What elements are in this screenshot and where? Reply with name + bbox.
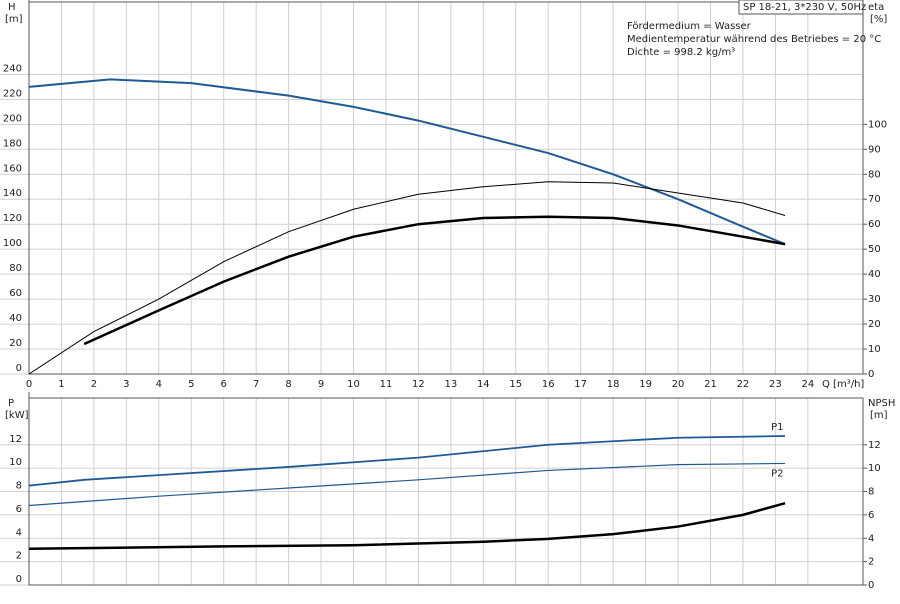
y2-axis-label: NPSH: [868, 398, 895, 409]
annotation: Dichte = 998.2 kg/m³: [627, 47, 735, 58]
y2-tick-label: 10: [868, 463, 881, 474]
y2-tick-label: 100: [868, 119, 887, 130]
y-tick-label: 6: [16, 504, 22, 515]
y2-tick-label: 2: [868, 557, 874, 568]
y-tick-label: 140: [3, 188, 22, 199]
y-tick-label: 100: [3, 238, 22, 249]
y-tick-label: 2: [16, 551, 22, 562]
x-tick-label: 5: [188, 379, 194, 390]
curve: [28, 501, 786, 551]
y2-tick-label: 80: [868, 169, 881, 180]
x-tick-label: 13: [445, 379, 458, 390]
curve: [83, 215, 786, 346]
x-tick-label: 11: [380, 379, 393, 390]
x-tick-label: 16: [542, 379, 555, 390]
y2-tick-label: 4: [868, 533, 874, 544]
y2-tick-label: 8: [868, 487, 874, 498]
x-tick-label: 15: [509, 379, 522, 390]
y2-tick-label: 0: [868, 580, 874, 591]
curve: [28, 181, 786, 375]
y2-tick-label: 6: [868, 510, 874, 521]
x-tick-label: 7: [253, 379, 259, 390]
y2-tick-label: 60: [868, 219, 881, 230]
x-tick-label: 12: [412, 379, 425, 390]
curve-label: P1: [771, 422, 783, 433]
x-tick-label: 3: [123, 379, 129, 390]
y2-tick-label: 30: [868, 294, 881, 305]
y-axis-unit: [kW]: [5, 410, 29, 421]
curve: [28, 435, 786, 487]
x-tick-label: 6: [221, 379, 227, 390]
y-tick-label: 8: [16, 481, 22, 492]
x-tick-label: 8: [285, 379, 291, 390]
y-tick-label: 60: [9, 288, 22, 299]
y-tick-label: 12: [9, 434, 22, 445]
y-tick-label: 200: [3, 113, 22, 124]
annotation: Medientemperatur während des Betriebes =…: [627, 34, 881, 45]
y-axis-label: P: [8, 398, 14, 409]
x-tick-label: 19: [639, 379, 652, 390]
x-tick-label: 0: [26, 379, 32, 390]
title-box: [738, 0, 864, 15]
x-tick-label: 20: [672, 379, 685, 390]
y-tick-label: 40: [9, 313, 22, 324]
y-tick-label: 120: [3, 213, 22, 224]
y2-tick-label: 70: [868, 194, 881, 205]
x-tick-label: 17: [574, 379, 587, 390]
x-tick-label: 4: [156, 379, 162, 390]
x-tick-label: 18: [607, 379, 620, 390]
y-tick-label: 160: [3, 163, 22, 174]
y-axis-unit: [m]: [5, 14, 23, 25]
x-tick-label: 2: [91, 379, 97, 390]
y2-tick-label: 20: [868, 319, 881, 330]
y-tick-label: 240: [3, 63, 22, 74]
x-tick-label: 1: [58, 379, 64, 390]
y2-tick-label: 90: [868, 144, 881, 155]
x-tick-label: 22: [737, 379, 750, 390]
x-tick-label: 10: [347, 379, 360, 390]
y-tick-label: 4: [16, 527, 22, 538]
y2-tick-label: 0: [868, 369, 874, 380]
y2-tick-label: 40: [868, 269, 881, 280]
curve: [28, 462, 786, 507]
y-tick-label: 180: [3, 138, 22, 149]
y-tick-label: 20: [9, 338, 22, 349]
y2-tick-label: 10: [868, 344, 881, 355]
y-tick-label: 0: [16, 574, 22, 585]
y-tick-label: 0: [16, 363, 22, 374]
y-tick-label: 220: [3, 88, 22, 99]
y2-axis-unit: [%]: [870, 14, 887, 25]
y2-tick-label: 50: [868, 244, 881, 255]
x-tick-label: 9: [318, 379, 324, 390]
y-axis-label: H: [8, 2, 16, 13]
x-axis-label: Q [m³/h]: [822, 379, 864, 390]
curve: [28, 78, 786, 246]
y2-tick-label: 12: [868, 440, 881, 451]
x-tick-label: 23: [769, 379, 782, 390]
x-tick-label: 21: [704, 379, 717, 390]
x-tick-label: 24: [801, 379, 814, 390]
chart-title: SP 18-21, 3*230 V, 50Hz: [743, 2, 866, 13]
plot-frame: [28, 1, 864, 375]
y2-axis-unit: [m]: [870, 410, 888, 421]
x-tick-label: 14: [477, 379, 490, 390]
annotation: Fördermedium = Wasser: [627, 21, 752, 32]
y-tick-label: 10: [9, 457, 22, 468]
y2-axis-label: eta: [868, 2, 884, 13]
y-tick-label: 80: [9, 263, 22, 274]
curve-label: P2: [771, 468, 783, 479]
